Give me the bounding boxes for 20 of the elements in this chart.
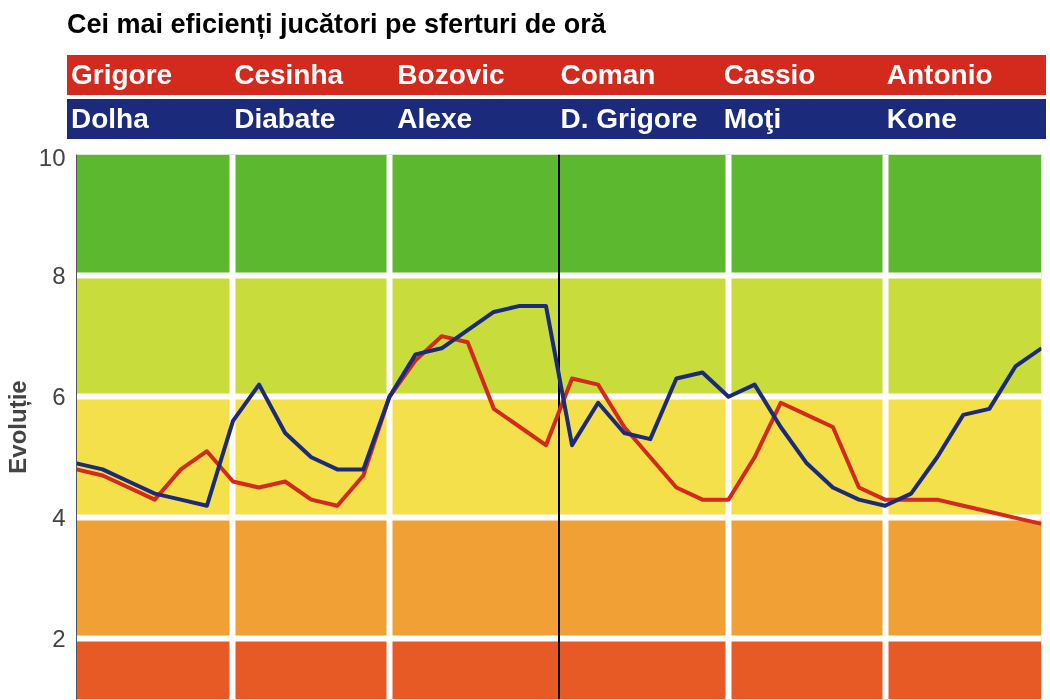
text: D. Grigore: [559, 102, 699, 136]
text: Cesinha: [233, 58, 345, 92]
text: Kone: [885, 102, 958, 136]
text: Cassio: [722, 58, 817, 92]
text: Coman: [559, 58, 657, 92]
text: Bozovic: [396, 58, 506, 92]
text: Moţi: [722, 102, 783, 136]
y-tick-label: 4: [52, 504, 66, 532]
text: Dolha: [70, 102, 150, 136]
y-axis-title: Evoluție: [3, 380, 32, 474]
text: Antonio: [885, 58, 994, 92]
y-tick-label: 6: [52, 383, 66, 411]
y-tick-label: 10: [38, 143, 66, 171]
y-tick-label: 2: [52, 625, 66, 653]
y-tick-label: 8: [52, 262, 66, 290]
text: Grigore: [70, 58, 174, 92]
line-series: [76, 303, 1042, 508]
text: Alexe: [396, 102, 474, 136]
text: Diabate: [233, 102, 337, 136]
chart-title: Cei mai eficienți jucători pe sferturi de oră: [67, 8, 606, 41]
